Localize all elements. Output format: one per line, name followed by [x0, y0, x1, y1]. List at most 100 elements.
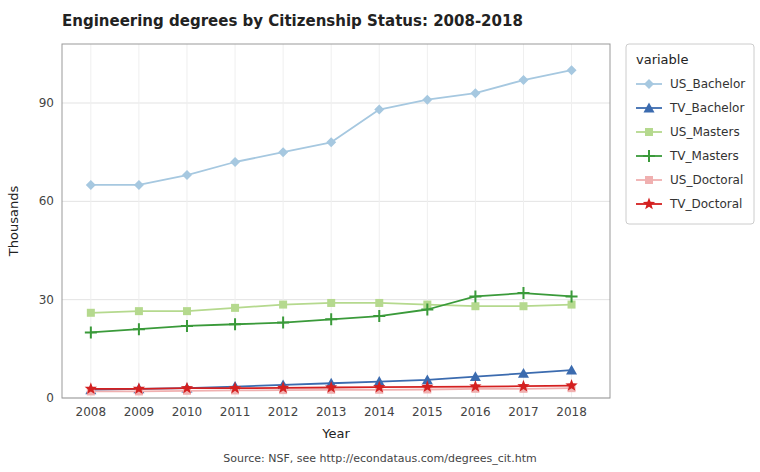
series-marker	[517, 287, 529, 299]
series-marker	[279, 301, 287, 309]
legend-box	[626, 44, 754, 224]
x-grid-line	[235, 44, 236, 398]
series-marker	[229, 382, 241, 394]
series-marker	[422, 95, 432, 105]
legend-marker	[644, 103, 655, 113]
series-marker	[567, 65, 577, 75]
legend-marker	[645, 128, 653, 136]
series-marker	[325, 381, 337, 393]
page: {"chart_data": { "type": "line", "title"…	[0, 0, 760, 472]
x-tick-label: 2008	[76, 405, 107, 419]
series-marker	[133, 382, 145, 394]
legend-title: variable	[636, 52, 688, 67]
series-marker	[181, 320, 193, 332]
series-marker	[565, 379, 577, 391]
y-tick-label: 30	[39, 293, 54, 307]
x-tick-label: 2009	[124, 405, 155, 419]
chart-container: Engineering degrees by Citizenship Statu…	[0, 0, 760, 472]
y-tick-label: 0	[46, 391, 54, 405]
x-tick-label: 2017	[508, 405, 539, 419]
series-marker	[373, 310, 385, 322]
series-marker	[181, 382, 193, 394]
series-marker	[469, 290, 481, 302]
series-group	[85, 65, 578, 395]
legend-label: US_Bachelor	[670, 77, 745, 91]
series-marker	[469, 380, 481, 392]
x-tick-label: 2018	[556, 405, 587, 419]
legend-label: US_Masters	[670, 125, 740, 139]
x-grid-line	[186, 44, 187, 398]
x-grid-line	[523, 44, 524, 398]
series-marker	[277, 317, 289, 329]
series-line	[91, 293, 572, 332]
y-tick-label: 90	[39, 96, 54, 110]
series-marker	[85, 382, 97, 394]
y-grid-line	[62, 299, 610, 300]
series-marker	[519, 302, 527, 310]
series-marker	[277, 381, 289, 393]
series-marker	[278, 147, 288, 157]
series-marker	[326, 137, 336, 147]
y-grid-line	[62, 201, 610, 202]
series-marker	[373, 381, 385, 393]
series-marker	[133, 323, 145, 335]
axes: 0 30 60 90 2008 2009 2010 2011 2012 2013 2014 2015 2…	[39, 96, 587, 419]
series-marker	[85, 326, 97, 338]
x-tick-label: 2010	[172, 405, 203, 419]
series-marker	[470, 371, 481, 381]
series-marker	[230, 157, 240, 167]
series-marker	[518, 75, 528, 85]
x-axis-label: Year	[321, 426, 350, 441]
series-marker	[135, 307, 143, 315]
series-marker	[374, 105, 384, 115]
legend-marker	[643, 150, 655, 162]
series-marker	[86, 180, 96, 190]
chart-svg: Engineering degrees by Citizenship Statu…	[0, 0, 760, 472]
y-axis-label: Thousands	[6, 186, 21, 258]
series-marker	[327, 299, 335, 307]
series-marker	[470, 88, 480, 98]
x-grid-line	[331, 44, 332, 398]
chart-title: Engineering degrees by Citizenship Statu…	[62, 12, 523, 30]
legend: variable US_Bachelor TV_Bachelor US_Masters…	[626, 44, 754, 224]
source-note: Source: NSF, see http://econdataus.com/d…	[223, 452, 536, 465]
series-marker	[517, 380, 529, 392]
series-marker	[183, 307, 191, 315]
series-marker	[87, 309, 95, 317]
grid	[62, 44, 610, 398]
x-tick-label: 2016	[460, 405, 491, 419]
x-tick-label: 2011	[220, 405, 251, 419]
series-marker	[421, 380, 433, 392]
x-grid-line	[379, 44, 380, 398]
x-grid-line	[283, 44, 284, 398]
x-tick-label: 2014	[364, 405, 395, 419]
legend-marker	[644, 79, 654, 89]
series-marker	[518, 368, 529, 378]
series-marker	[134, 180, 144, 190]
series-marker	[375, 299, 383, 307]
y-tick-label: 60	[39, 194, 54, 208]
plot-frame	[62, 44, 610, 398]
series-line	[91, 70, 572, 185]
series-marker	[325, 313, 337, 325]
x-grid-line	[571, 44, 572, 398]
series-marker	[566, 290, 578, 302]
series-marker	[229, 318, 241, 330]
x-tick-label: 2015	[412, 405, 443, 419]
x-grid-line	[138, 44, 139, 398]
legend-label: US_Doctoral	[670, 173, 743, 187]
series-marker	[566, 365, 577, 375]
x-tick-label: 2012	[268, 405, 299, 419]
legend-label: TV_Masters	[669, 149, 739, 163]
x-grid-line	[90, 44, 91, 398]
legend-label: TV_Bachelor	[669, 101, 744, 115]
series-marker	[471, 302, 479, 310]
y-grid-line	[62, 103, 610, 104]
legend-label: TV_Doctoral	[669, 197, 742, 211]
x-tick-label: 2013	[316, 405, 347, 419]
series-marker	[231, 304, 239, 312]
legend-marker	[643, 198, 655, 210]
series-marker	[182, 170, 192, 180]
legend-marker	[645, 176, 653, 184]
series-marker	[421, 304, 433, 316]
